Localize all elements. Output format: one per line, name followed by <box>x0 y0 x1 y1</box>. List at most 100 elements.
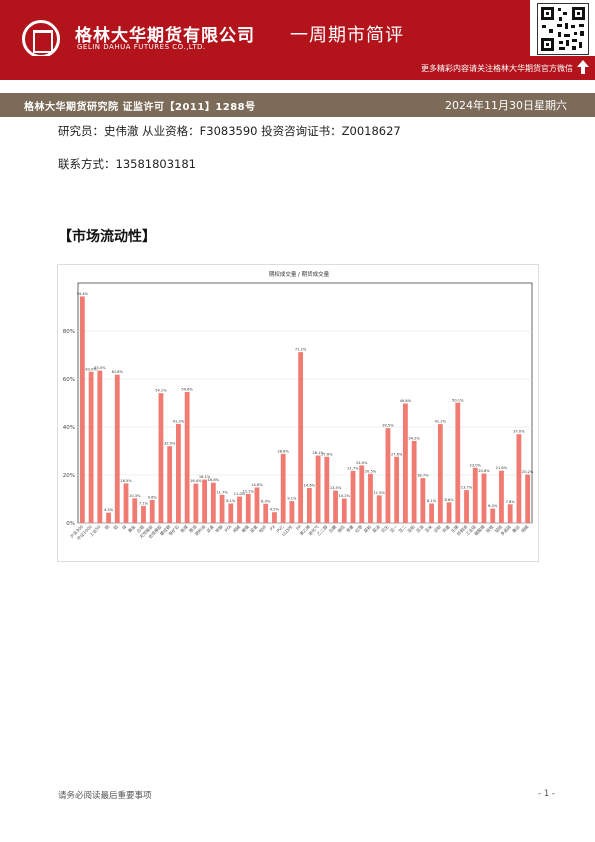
x-tick-label: 豆粕 <box>406 523 417 534</box>
data-label: 20.6% <box>478 469 490 473</box>
bar <box>394 456 400 523</box>
data-label: 41.3% <box>173 419 185 423</box>
report-title: 一周期市简评 <box>290 25 404 46</box>
bar <box>245 493 251 523</box>
data-label: 63.5% <box>94 366 106 370</box>
bar <box>437 424 443 523</box>
data-label: 7.1% <box>139 501 149 505</box>
x-tick-label: 白糖 <box>327 523 338 534</box>
bar <box>481 473 487 523</box>
bar <box>97 370 103 523</box>
x-tick-label: 铜 <box>103 523 111 531</box>
data-label: 54.1% <box>155 389 167 393</box>
data-label: 13.5% <box>330 486 342 490</box>
data-label: 14.6% <box>304 483 316 487</box>
data-label: 21.7% <box>347 466 359 470</box>
x-tick-label: 豆一 <box>389 524 398 533</box>
data-label: 18.1% <box>199 475 211 479</box>
data-label: 8.1% <box>427 499 437 503</box>
bar <box>114 374 120 523</box>
bar <box>298 352 304 523</box>
footer-note: 请务必阅读最后重要事项 <box>58 791 152 801</box>
bar <box>359 465 365 523</box>
x-tick-label: 玉米 <box>423 523 434 534</box>
bar <box>158 393 164 523</box>
bar <box>429 503 434 523</box>
bar <box>167 446 173 523</box>
x-tick-label: 甲醇 <box>214 523 225 534</box>
data-label: 8.6% <box>444 498 454 502</box>
data-label: 6.0% <box>488 504 498 508</box>
data-label: 28.8% <box>277 449 289 453</box>
data-label: 16.5% <box>120 479 132 483</box>
bar <box>228 503 234 523</box>
x-tick-label: 玻璃 <box>240 523 251 534</box>
x-tick-label: 锰硅 <box>493 523 504 534</box>
y-tick-label: 80% <box>63 329 75 335</box>
liquidity-chart: 期权成交量 / 期货成交量 0% 20% 40% 60% 80% 94.4% 沪深300 63.… <box>57 264 539 562</box>
data-label: 50.1% <box>452 398 464 402</box>
data-label: 20.2% <box>522 470 534 474</box>
x-tick-label: 生猪 <box>449 523 460 534</box>
chart-title: 期权成交量 / 期货成交量 <box>269 270 330 278</box>
x-tick-label: 淀粉 <box>432 523 443 534</box>
bar <box>123 483 129 523</box>
bar <box>176 423 181 523</box>
data-label: 16.4% <box>190 479 202 483</box>
data-label: 9.6% <box>148 495 158 499</box>
x-tick-label: 硅铁 <box>484 523 495 534</box>
bar <box>350 470 356 523</box>
data-label: 54.6% <box>181 387 193 391</box>
info-bar: 格林大华期货研究院 证监许可【2011】1288号 2024年11月30日星期六 <box>0 93 595 117</box>
bar <box>490 508 496 523</box>
data-label: 4.3% <box>104 508 114 512</box>
data-label: 61.8% <box>112 370 124 374</box>
bar <box>403 403 408 523</box>
bar <box>272 512 277 523</box>
bar <box>79 296 85 523</box>
bar <box>455 402 461 523</box>
page-number: - 1 - <box>538 789 555 799</box>
page-header: 格林大华期货有限公司 GELIN DAHUA FUTURES CO.,LTD. … <box>0 0 595 80</box>
data-label: 7.8% <box>506 500 516 504</box>
bar <box>88 371 94 523</box>
y-tick-label: 60% <box>63 377 75 383</box>
header-band <box>0 0 530 56</box>
data-label: 12.1% <box>243 489 255 493</box>
data-label: 49.8% <box>400 399 412 403</box>
data-label: 39.5% <box>382 424 394 428</box>
data-label: 71.2% <box>295 348 307 352</box>
x-tick-label: 集运 <box>510 523 521 534</box>
bar <box>184 391 190 523</box>
bar <box>507 504 513 523</box>
researcher-line: 研究员：史伟澈 从业资格：F3083590 投资咨询证书：Z0018627 <box>58 124 401 138</box>
bar <box>324 456 330 523</box>
data-label: 20.5% <box>365 469 377 473</box>
x-tick-label: 铝 <box>112 523 120 531</box>
data-label: 16.8% <box>208 478 220 482</box>
bar <box>237 496 242 523</box>
x-tick-label: PP <box>295 524 302 531</box>
data-label: 28.1% <box>312 451 324 455</box>
data-label: 11.5% <box>374 491 386 495</box>
bar <box>106 512 111 523</box>
data-label: 34.2% <box>408 436 420 440</box>
company-name-cn: 格林大华期货有限公司 <box>75 26 255 46</box>
x-tick-label: 鸡蛋 <box>441 523 452 534</box>
x-tick-label: 菜油 <box>371 523 382 534</box>
report-date: 2024年11月30日星期六 <box>445 99 567 112</box>
bar <box>333 490 338 523</box>
x-tick-label: 沥青 <box>205 523 216 534</box>
data-label: 27.6% <box>391 452 403 456</box>
data-label: 4.5% <box>270 508 280 512</box>
bar <box>315 455 321 523</box>
section-title: 【市场流动性】 <box>58 229 156 245</box>
bar <box>141 505 146 523</box>
y-tick-label: 40% <box>63 425 75 431</box>
x-tick-label: 原油 <box>187 523 198 534</box>
bar <box>516 434 522 523</box>
bar <box>193 483 199 523</box>
contact-line: 联系方式：13581803181 <box>58 157 196 171</box>
bar <box>132 498 138 523</box>
y-tick-label: 0% <box>66 521 75 527</box>
